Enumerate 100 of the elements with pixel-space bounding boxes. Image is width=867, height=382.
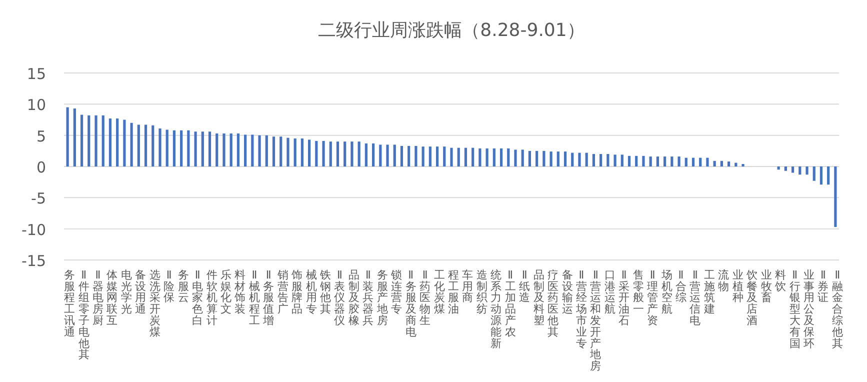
bar	[123, 120, 126, 166]
x-tick-label: 生物医药Ⅱ	[420, 268, 431, 327]
bar	[614, 154, 616, 166]
bar	[606, 154, 610, 166]
bar	[80, 114, 84, 166]
bar	[443, 146, 446, 166]
chart-title: 二级行业周涨跌幅（8.28-9.01）	[318, 20, 585, 41]
x-tick-label: 农产品加工Ⅱ	[504, 268, 516, 338]
bar	[514, 150, 517, 166]
bar	[670, 156, 674, 166]
bar	[336, 142, 340, 166]
bar	[280, 136, 282, 166]
y-tick-label: -10	[22, 220, 46, 239]
x-tick-label: 国有大型银行Ⅱ	[788, 268, 800, 350]
x-tick-label: 房地产服务	[376, 268, 388, 327]
bar	[244, 134, 247, 166]
bar	[94, 115, 98, 166]
x-tick-label: 一般零售	[632, 268, 644, 316]
bar	[315, 140, 318, 166]
bar	[649, 156, 652, 166]
y-tick-label: -5	[31, 190, 46, 208]
bar	[806, 166, 808, 175]
bar	[422, 146, 424, 166]
x-tick-label: 环保及公用事业	[804, 268, 815, 350]
bar	[727, 162, 730, 166]
bar	[521, 150, 524, 166]
bar	[108, 118, 112, 166]
bar	[194, 132, 197, 166]
x-tick-label: 云服务	[178, 268, 189, 304]
bar	[486, 148, 488, 166]
bar	[272, 136, 276, 166]
x-tick-label: 专营连锁	[390, 268, 402, 316]
bar	[678, 156, 680, 166]
y-tick-label: 10	[26, 96, 46, 114]
bar	[322, 140, 325, 166]
x-tick-label: 通用设备	[135, 268, 146, 316]
x-tick-label: 增值服务Ⅱ	[262, 268, 274, 327]
bar	[166, 130, 168, 166]
bar	[734, 162, 738, 166]
x-tick-label: 品牌服饰	[290, 268, 303, 316]
x-tick-label: 仪器仪表Ⅱ	[334, 268, 346, 327]
x-tick-label: 互联网媒体	[106, 268, 118, 327]
y-tick-label: 15	[26, 65, 46, 83]
bar	[364, 143, 368, 166]
bar	[585, 152, 588, 166]
x-tick-label: 资产管理Ⅱ	[647, 268, 658, 327]
bar	[408, 146, 410, 166]
bar	[656, 156, 659, 166]
x-tick-label: 造纸Ⅱ	[519, 268, 530, 304]
bar	[492, 148, 496, 166]
bar	[400, 146, 404, 166]
bar	[464, 148, 468, 166]
x-tick-label: 建筑施工	[702, 268, 715, 316]
bar	[379, 144, 382, 166]
x-tick-label: 石油开采Ⅱ	[618, 268, 630, 327]
x-tick-label: 饮料	[774, 268, 786, 293]
bar	[777, 166, 780, 170]
x-tick-label: 厨房电器Ⅱ	[92, 268, 104, 327]
x-tick-label: 其他钢铁	[319, 268, 332, 316]
x-tick-label: 工程机械Ⅱ	[248, 268, 260, 327]
bar	[258, 135, 261, 166]
x-tick-label: 证券Ⅱ	[818, 268, 829, 304]
x-tick-label: 综合Ⅱ	[676, 268, 687, 304]
bar	[344, 142, 346, 166]
x-tick-label: 专用机械	[306, 268, 317, 316]
bar	[592, 154, 595, 166]
x-tick-label: 煤炭开采洗选	[149, 268, 160, 338]
bar	[507, 148, 510, 166]
bar	[393, 144, 396, 166]
bar	[720, 160, 723, 166]
bar	[180, 130, 183, 166]
bar	[350, 142, 354, 166]
x-tick-label: 物流	[718, 268, 730, 293]
x-tick-label: 运输设备	[562, 268, 573, 316]
bar	[528, 150, 532, 166]
x-tick-label: 电商及服务Ⅱ	[405, 268, 416, 338]
bar	[216, 133, 218, 166]
bar	[635, 156, 638, 166]
bar	[187, 130, 190, 166]
bar	[73, 108, 76, 166]
bar	[500, 148, 503, 166]
bar	[358, 142, 360, 166]
bar	[144, 124, 148, 166]
bar	[820, 166, 823, 185]
bar	[201, 132, 204, 166]
bar	[222, 133, 226, 166]
x-tick-label: 航空机场	[660, 268, 672, 316]
bar	[88, 115, 90, 166]
bar	[294, 138, 296, 166]
bar	[158, 128, 162, 166]
bar	[130, 122, 133, 166]
x-tick-label: 广告营销	[276, 268, 288, 316]
bar	[457, 148, 460, 166]
bar	[414, 146, 418, 166]
bar	[827, 166, 830, 185]
bar	[791, 166, 794, 173]
x-tick-label: 光学光电	[120, 268, 132, 316]
bar	[329, 142, 332, 166]
bar	[236, 133, 240, 166]
bar	[172, 130, 176, 166]
